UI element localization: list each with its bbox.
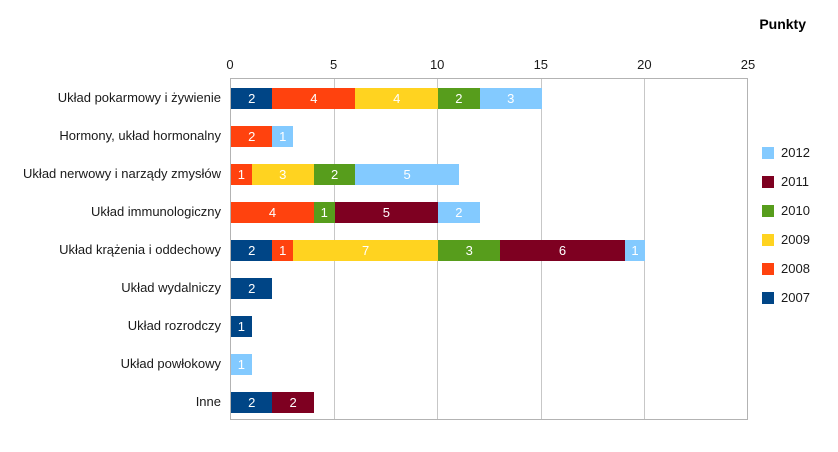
bar-segment-2009: 7 [293,239,439,261]
x-tick-label: 20 [637,57,652,72]
bar-segment-2012: 3 [479,87,542,109]
bar-segment-2011: 6 [500,239,625,261]
legend-label: 2010 [781,203,810,218]
bar-segment-2011: 2 [272,391,314,413]
category-label: Układ wydalniczy [121,279,221,295]
bar-segment-2007: 1 [231,315,252,337]
legend-item-2008: 2008 [762,254,810,283]
bar-segment-2012: 1 [272,125,294,147]
bar-segment-2012: 2 [438,201,480,223]
legend-label: 2007 [781,290,810,305]
bar-segment-2010: 2 [313,163,356,185]
legend-label: 2011 [781,174,809,189]
bar-segment-2007: 2 [231,277,273,299]
bar-segment-2007: 2 [231,87,273,109]
bar-segment-2008: 1 [272,239,294,261]
legend-item-2007: 2007 [762,283,810,312]
bar-segment-2008: 4 [272,87,356,109]
category-label: Układ immunologiczny [90,203,221,219]
bar-segment-2009: 4 [355,87,439,109]
legend-item-2009: 2009 [762,225,810,254]
bar-segment-2008: 2 [231,125,273,147]
legend-item-2012: 2012 [762,138,810,167]
bar-segment-2008: 1 [231,163,252,185]
bar-segment-2008: 4 [231,201,314,223]
x-tick-label: 5 [329,57,338,72]
legend-swatch [762,204,774,217]
x-tick-label: 10 [429,57,445,72]
legend-swatch [762,291,774,304]
category-label: Układ rozrodczy [127,317,221,333]
bar-segment-2012: 1 [624,239,646,261]
legend: 2012 2011 2010 2009 2008 2007 [762,138,810,312]
legend-label: 2009 [781,232,810,247]
x-tick-label: 25 [740,57,756,72]
legend-swatch [762,146,774,159]
bar-segment-2009: 3 [251,163,314,185]
bar-segment-2007: 2 [231,239,273,261]
bar-segment-2010: 1 [313,201,335,223]
category-label: Układ powłokowy [120,355,221,371]
bar-segment-2010: 3 [438,239,501,261]
legend-label: 2008 [781,261,810,276]
legend-swatch [762,233,774,246]
legend-item-2010: 2010 [762,196,810,225]
legend-swatch [762,262,774,275]
legend-label: 2012 [781,145,810,160]
bar-segment-2011: 5 [334,201,439,223]
category-label: Hormony, układ hormonalny [59,127,221,143]
axis-title: Punkty [759,16,806,32]
legend-swatch [762,175,774,188]
category-label: Inne [195,393,221,409]
x-tick-label: 15 [533,57,549,72]
bar-segment-2012: 5 [355,163,459,185]
x-tick-label: 0 [226,57,234,72]
category-label: Układ pokarmowy i żywienie [57,89,221,105]
legend-item-2011: 2011 [762,167,810,196]
bar-segment-2012: 1 [231,353,252,375]
bar-segment-2007: 2 [231,391,273,413]
category-label: Układ nerwowy i narządy zmysłów [23,165,221,181]
category-label: Układ krążenia i oddechowy [59,241,221,257]
bar-segment-2010: 2 [438,87,480,109]
